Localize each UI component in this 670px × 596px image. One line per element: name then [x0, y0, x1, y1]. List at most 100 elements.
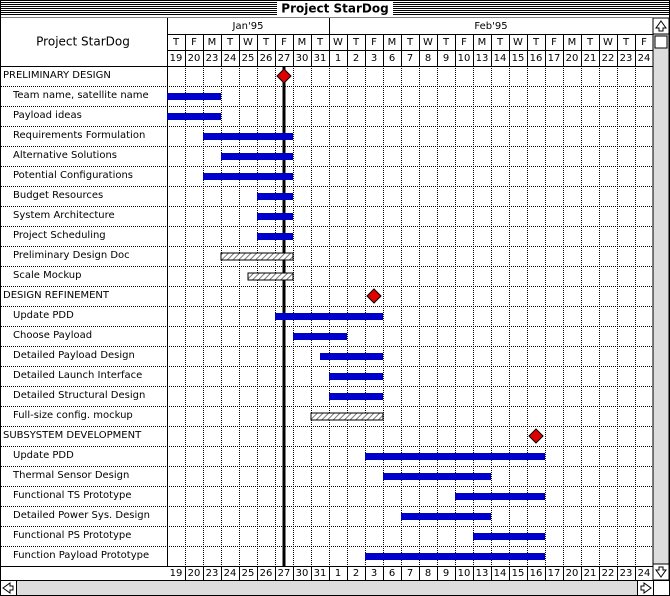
day-bottom: 23 [206, 568, 219, 579]
task-label: Function Payload Prototype [13, 550, 149, 561]
day: 19 [170, 53, 183, 64]
weekday: M [568, 37, 577, 48]
day-bottom: 24 [638, 568, 651, 579]
day-bottom: 22 [602, 568, 615, 579]
weekday: T [496, 37, 504, 48]
task-bar [203, 133, 293, 140]
day: 23 [620, 53, 633, 64]
day: 21 [584, 53, 597, 64]
day-bottom: 26 [260, 568, 273, 579]
grow-box[interactable] [653, 580, 670, 596]
task-label: Budget Resources [13, 190, 103, 201]
weekday: F [191, 37, 197, 48]
month-label: Feb'95 [474, 21, 507, 32]
title-bg [277, 1, 393, 16]
title-divider [0, 17, 670, 18]
day: 14 [494, 53, 507, 64]
task-bar [473, 533, 545, 540]
day-bottom: 1 [335, 568, 341, 579]
task-bar [383, 473, 491, 480]
task-label: Alternative Solutions [13, 150, 117, 161]
day: 16 [530, 53, 543, 64]
day-bottom: 8 [425, 568, 431, 579]
task-bar [455, 493, 545, 500]
day-bottom: 27 [278, 568, 291, 579]
task-label: Project Scheduling [13, 230, 106, 241]
day: 24 [224, 53, 237, 64]
task-label: Detailed Power Sys. Design [13, 510, 150, 521]
day: 23 [206, 53, 219, 64]
arrow-down [655, 566, 667, 578]
day: 2 [353, 53, 359, 64]
hatched-bar [247, 272, 294, 281]
weekday: T [622, 37, 630, 48]
h-scrollbar[interactable] [0, 580, 654, 596]
task-bar [221, 153, 293, 160]
task-bar [275, 313, 383, 320]
month-label: Jan'95 [232, 21, 264, 32]
task-label: Requirements Formulation [13, 130, 145, 141]
v-thumb[interactable] [654, 35, 668, 49]
group-label: DESIGN REFINEMENT [3, 290, 110, 301]
task-label: Potential Configurations [13, 170, 133, 181]
arrow-up [655, 20, 667, 32]
task-label: Functional PS Prototype [13, 530, 131, 541]
day-bottom: 17 [548, 568, 561, 579]
day: 24 [638, 53, 651, 64]
task-label: Detailed Structural Design [13, 390, 145, 401]
arrow-right [640, 582, 652, 594]
milestone [276, 68, 292, 84]
day-bottom: 13 [476, 568, 489, 579]
day: 13 [476, 53, 489, 64]
weekday: T [172, 37, 180, 48]
day: 27 [278, 53, 291, 64]
group-label: SUBSYSTEM DEVELOPMENT [3, 430, 142, 441]
hatched-bar [220, 252, 294, 261]
day: 9 [443, 53, 449, 64]
v-scrollbar[interactable] [652, 17, 670, 581]
weekday: M [388, 37, 397, 48]
task-label: Full-size config. mockup [13, 410, 133, 421]
day: 10 [458, 53, 471, 64]
day: 3 [371, 53, 377, 64]
day: 1 [335, 53, 341, 64]
weekday: W [603, 37, 613, 48]
weekday: T [226, 37, 234, 48]
task-bar [203, 173, 293, 180]
task-label: Preliminary Design Doc [13, 250, 130, 261]
task-bar [365, 553, 545, 560]
day-bottom: 23 [620, 568, 633, 579]
task-label: Update PDD [13, 310, 74, 321]
weekday: T [442, 37, 450, 48]
day-bottom: 2 [353, 568, 359, 579]
day: 17 [548, 53, 561, 64]
day: 22 [602, 53, 615, 64]
weekday: T [262, 37, 270, 48]
task-label: Thermal Sensor Design [12, 470, 129, 481]
weekday: T [406, 37, 414, 48]
day-bottom: 16 [530, 568, 543, 579]
task-bar [365, 453, 545, 460]
day-bottom: 14 [494, 568, 507, 579]
weekday: M [298, 37, 307, 48]
day: 26 [260, 53, 273, 64]
day: 20 [188, 53, 201, 64]
task-label: Choose Payload [13, 330, 92, 341]
task-bar [401, 513, 491, 520]
day-bottom: 30 [296, 568, 309, 579]
day-bottom: 15 [512, 568, 525, 579]
day: 8 [425, 53, 431, 64]
milestone [528, 428, 544, 444]
day-bottom: 10 [458, 568, 471, 579]
day-bottom: 20 [566, 568, 579, 579]
weekday: F [371, 37, 377, 48]
weekday: W [513, 37, 523, 48]
task-bar [329, 393, 383, 400]
group-label: PRELIMINARY DESIGN [3, 70, 111, 81]
day: 31 [314, 53, 327, 64]
day: 30 [296, 53, 309, 64]
window-title: Project StarDog [281, 2, 388, 16]
day-bottom: 25 [242, 568, 255, 579]
